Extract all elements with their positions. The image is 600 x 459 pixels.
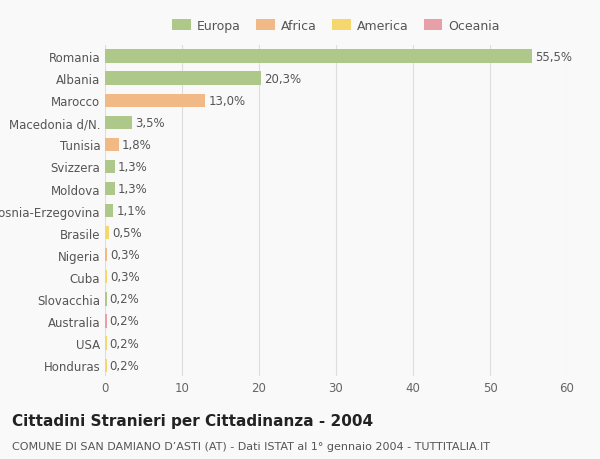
Text: 1,8%: 1,8% xyxy=(122,139,152,151)
Bar xyxy=(105,227,109,240)
Text: 1,1%: 1,1% xyxy=(116,205,146,218)
Bar xyxy=(105,95,205,107)
Text: 0,3%: 0,3% xyxy=(110,271,140,284)
Bar xyxy=(105,249,107,262)
Legend: Europa, Africa, America, Oceania: Europa, Africa, America, Oceania xyxy=(172,20,500,33)
Bar xyxy=(105,293,107,306)
Text: 0,5%: 0,5% xyxy=(112,227,142,240)
Bar xyxy=(105,205,113,218)
Bar xyxy=(105,50,532,63)
Bar xyxy=(105,337,107,350)
Bar xyxy=(105,139,119,151)
Text: 0,2%: 0,2% xyxy=(110,359,139,372)
Bar xyxy=(105,117,132,129)
Text: 0,2%: 0,2% xyxy=(110,315,139,328)
Text: 1,3%: 1,3% xyxy=(118,183,148,196)
Text: 0,2%: 0,2% xyxy=(110,337,139,350)
Text: 0,3%: 0,3% xyxy=(110,249,140,262)
Bar xyxy=(105,161,115,174)
Bar xyxy=(105,73,262,85)
Text: 55,5%: 55,5% xyxy=(535,50,572,63)
Bar xyxy=(105,315,107,328)
Bar xyxy=(105,271,107,284)
Bar xyxy=(105,183,115,196)
Text: 0,2%: 0,2% xyxy=(110,293,139,306)
Text: 20,3%: 20,3% xyxy=(265,73,302,85)
Text: Cittadini Stranieri per Cittadinanza - 2004: Cittadini Stranieri per Cittadinanza - 2… xyxy=(12,413,373,428)
Bar xyxy=(105,359,107,372)
Text: COMUNE DI SAN DAMIANO D’ASTI (AT) - Dati ISTAT al 1° gennaio 2004 - TUTTITALIA.I: COMUNE DI SAN DAMIANO D’ASTI (AT) - Dati… xyxy=(12,441,490,451)
Text: 13,0%: 13,0% xyxy=(208,95,245,107)
Text: 3,5%: 3,5% xyxy=(135,117,164,129)
Text: 1,3%: 1,3% xyxy=(118,161,148,174)
